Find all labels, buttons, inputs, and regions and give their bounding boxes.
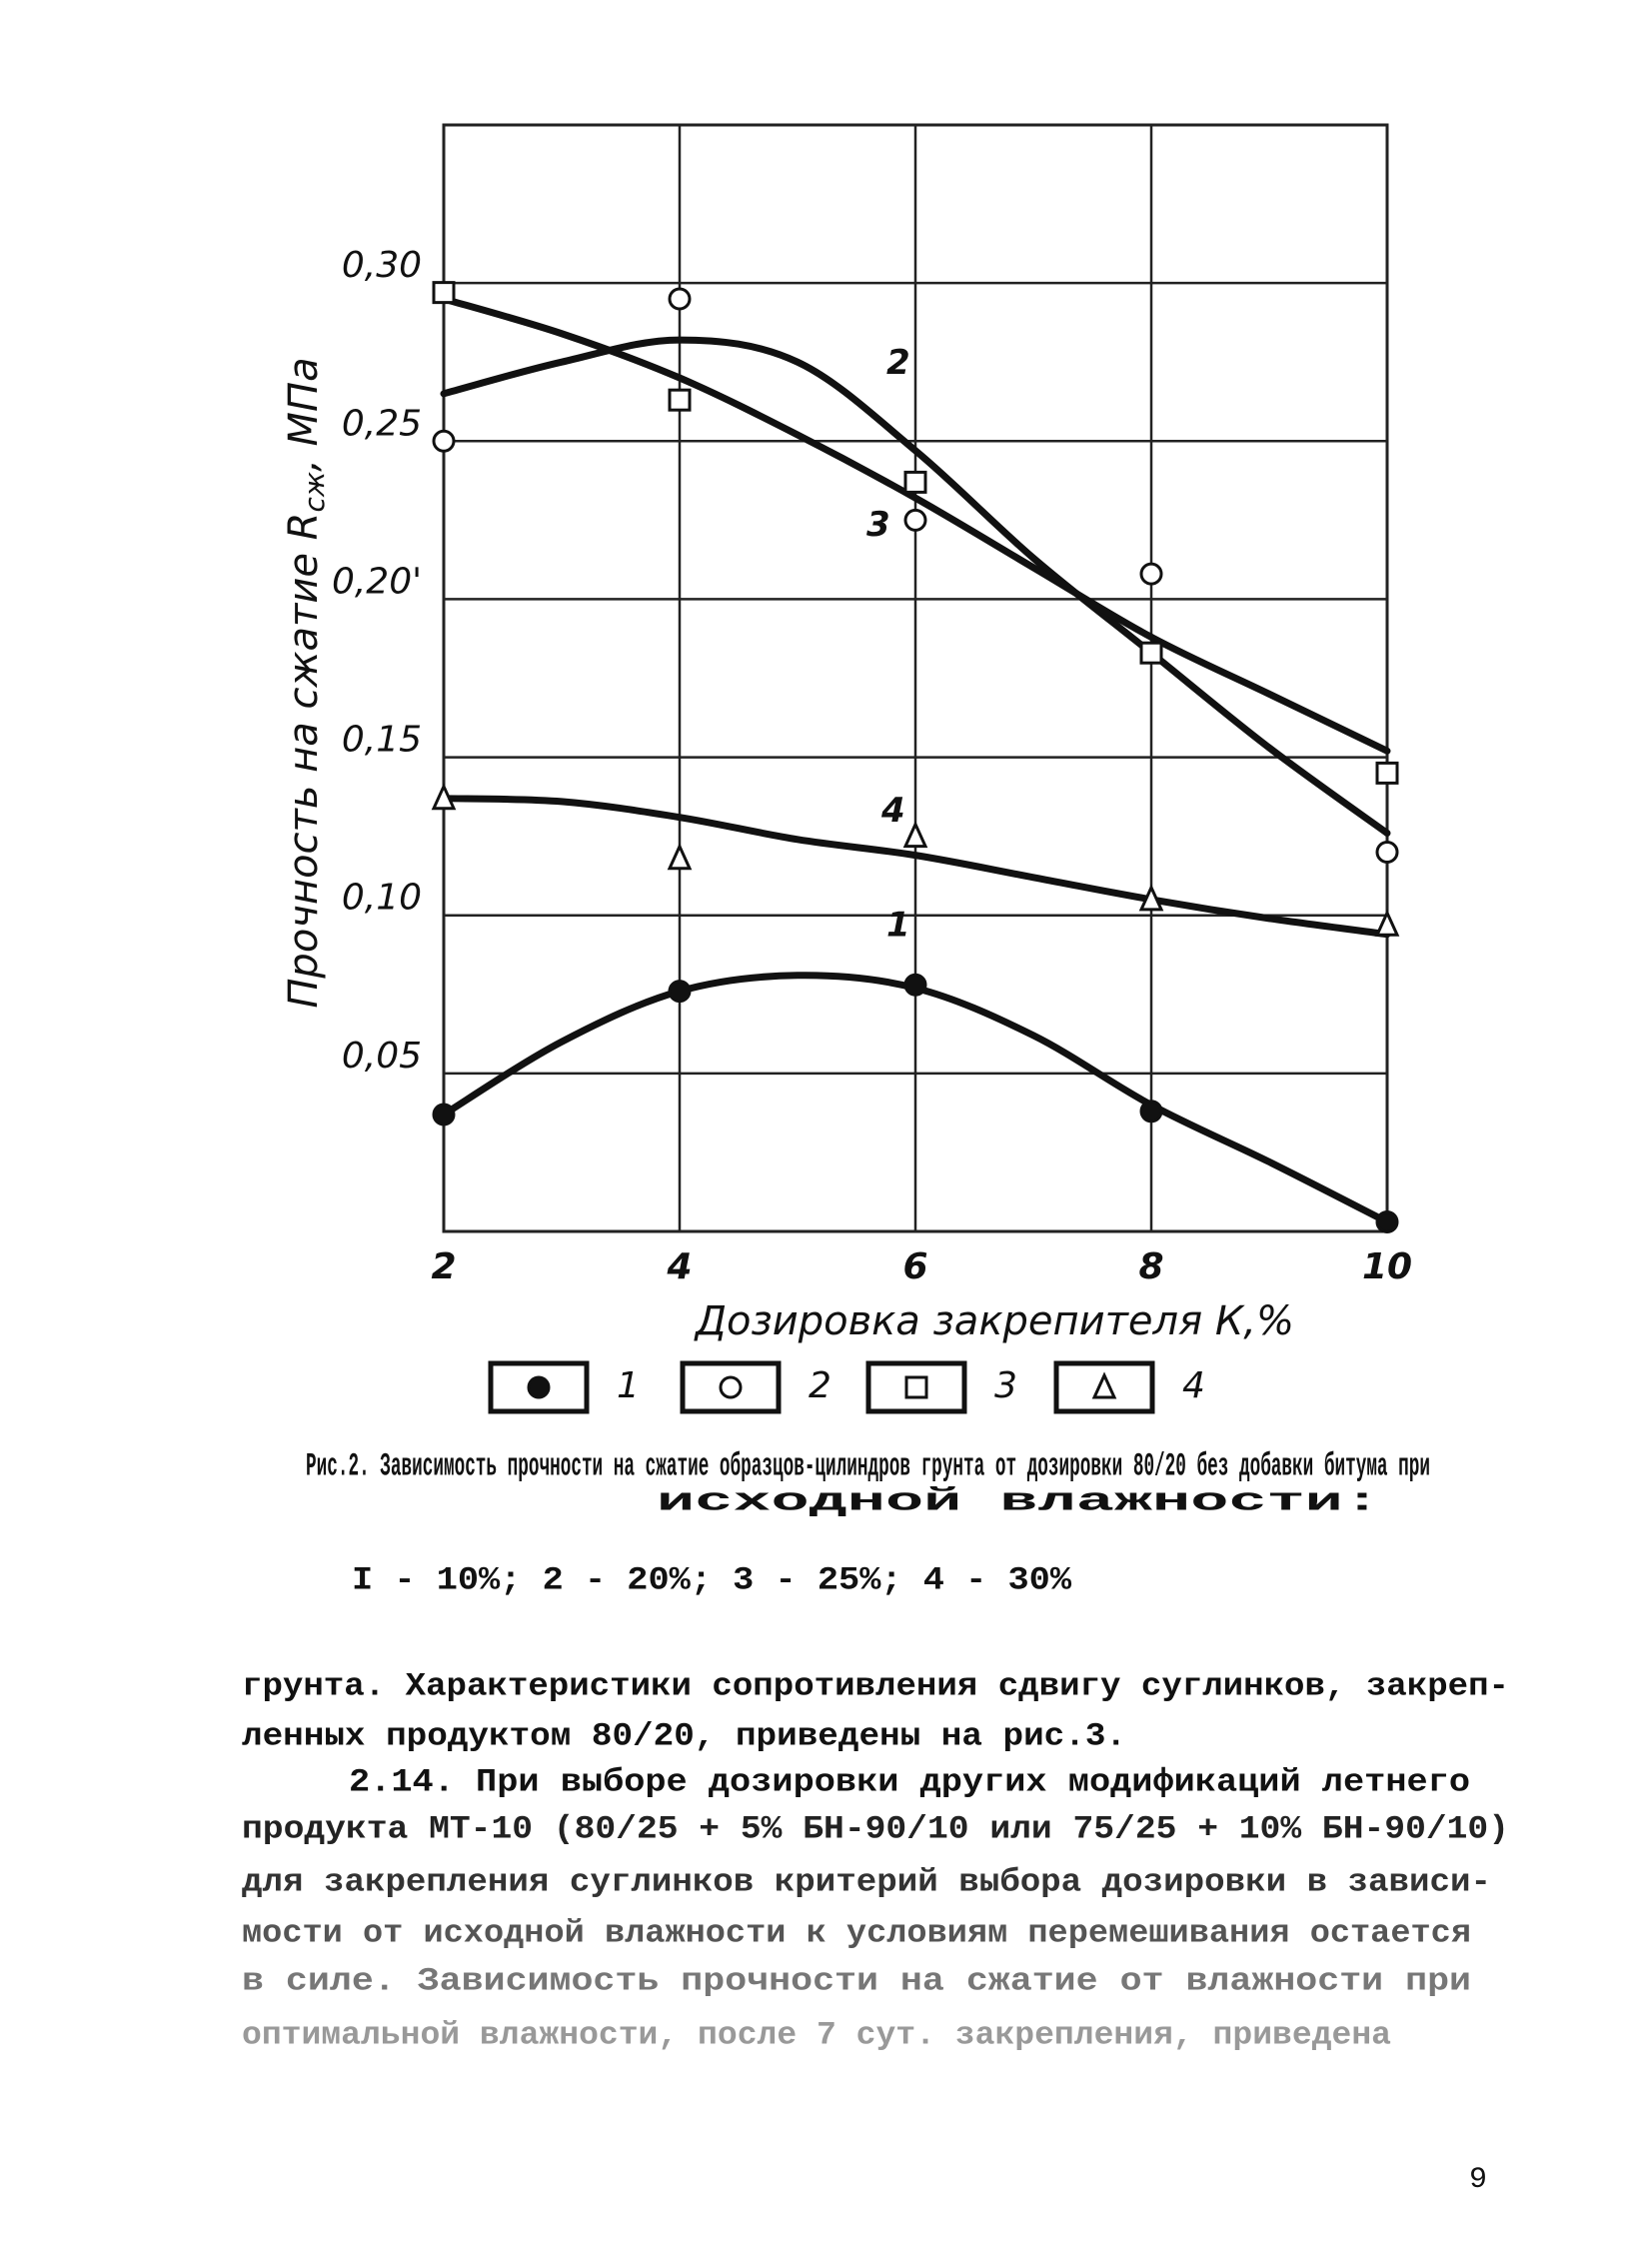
curve-label: 3 — [866, 505, 890, 545]
page-number: 9 — [1469, 2163, 1487, 2197]
x-tick-label: 10 — [1362, 1246, 1412, 1287]
data-point — [1375, 761, 1399, 785]
data-point — [902, 821, 928, 849]
data-point — [432, 429, 456, 453]
curve-label: 2 — [886, 343, 910, 383]
legend-marker — [527, 1375, 551, 1399]
data-point — [668, 388, 692, 412]
legend-label: 2 — [809, 1365, 831, 1406]
data-point — [668, 287, 692, 311]
x-tick-label: 4 — [666, 1246, 692, 1287]
y-label-sub: сж — [298, 472, 331, 513]
x-tick-label: 2 — [431, 1246, 456, 1287]
body-line: грунта. Характеристики сопротивления сдв… — [242, 1667, 1509, 1704]
data-point — [1139, 1100, 1163, 1123]
curve-label: 4 — [880, 791, 905, 831]
data-point — [432, 281, 456, 305]
data-point — [1138, 884, 1164, 912]
x-tick-label: 6 — [902, 1246, 927, 1287]
legend-label: 3 — [994, 1365, 1017, 1406]
data-point — [668, 980, 692, 1004]
data-point — [1139, 641, 1163, 665]
body-line: ленных продуктом 80/20, приведены на рис… — [242, 1717, 1126, 1754]
body-line: 2.14. При выборе дозировки других модифи… — [349, 1763, 1470, 1800]
data-point — [1139, 562, 1163, 586]
legend-label: 1 — [617, 1365, 640, 1406]
x-tick-label: 8 — [1138, 1246, 1163, 1287]
data-point — [903, 973, 927, 997]
curve-label: 1 — [886, 906, 910, 946]
curve — [440, 295, 1391, 755]
caption-line: Рис.2. Зависимость прочности на сжатие о… — [306, 1447, 1430, 1484]
y-tick-label: 0,25 — [342, 403, 422, 444]
body-line: продукта МТ-10 (80/25 + 5% БН-90/10 или … — [242, 1810, 1509, 1847]
y-tick-label: 0,30 — [342, 245, 422, 286]
legend-marker — [1091, 1371, 1117, 1399]
data-point — [432, 1103, 456, 1126]
data-point — [1374, 909, 1400, 937]
data-point — [903, 508, 927, 532]
caption-line: исходной влажности: — [657, 1482, 1381, 1519]
body-line: мости от исходной влажности к условиям п… — [242, 1914, 1471, 1951]
body-line: в силе. Зависимость прочности на сжатие … — [242, 1962, 1471, 1999]
x-axis-label: Дозировка закрепителя К,% — [694, 1298, 1294, 1344]
y-tick-label: 0,05 — [342, 1036, 422, 1077]
y-tick-label: 0,20' — [332, 561, 422, 602]
data-point — [431, 783, 457, 811]
data-point — [903, 470, 927, 494]
y-label-main: Прочность на сжатие R — [281, 513, 327, 1009]
legend-label: 4 — [1182, 1365, 1205, 1406]
body-line: для закрепления суглинков критерий выбор… — [242, 1863, 1491, 1900]
data-point — [667, 843, 693, 871]
body-line: оптимальной влажности, после 7 сут. закр… — [242, 2016, 1391, 2053]
caption-line: I - 10%; 2 - 20%; 3 - 25%; 4 - 30% — [352, 1561, 1072, 1598]
y-label-unit: , МПа — [281, 357, 327, 472]
legend-marker — [904, 1375, 928, 1399]
curve — [440, 795, 1391, 939]
legend-marker — [719, 1375, 743, 1399]
y-axis-label: Прочность на сжатие Rсж, МПа — [281, 357, 331, 1008]
data-point — [1375, 840, 1399, 864]
y-tick-label: 0,15 — [342, 720, 422, 761]
y-tick-label: 0,10 — [342, 878, 422, 919]
data-point — [1375, 1210, 1399, 1234]
